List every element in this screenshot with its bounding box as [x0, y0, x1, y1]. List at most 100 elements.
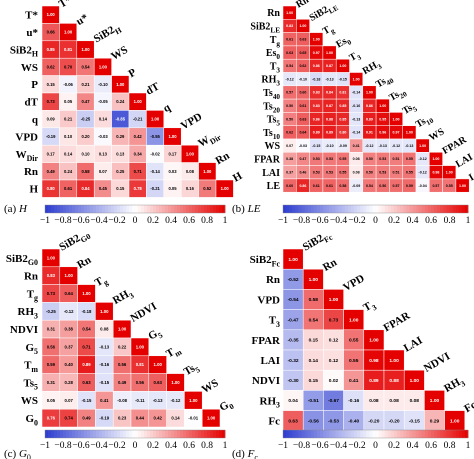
colorbar-segment — [347, 430, 352, 438]
colorbar-segment — [171, 205, 175, 213]
colorbar-segment — [153, 430, 157, 438]
row-label: Rn — [267, 8, 280, 19]
column-label: WS — [109, 44, 130, 63]
colorbar-segment — [409, 205, 413, 213]
cell-value-label: 0.57 — [432, 184, 439, 188]
cell-value-label: 1.00 — [82, 291, 91, 296]
cell-value-label: 0.47 — [81, 99, 90, 104]
colorbar-segment — [156, 430, 160, 438]
colorbar-segment — [87, 430, 91, 438]
colorbar-tick-label: −1 — [278, 441, 288, 451]
cell-value-label: 1.00 — [419, 144, 426, 148]
cell-value-label: 0.65 — [299, 51, 306, 55]
colorbar-segment — [168, 205, 172, 213]
colorbar-segment — [195, 430, 199, 438]
cell-value-label: -0.12 — [419, 157, 427, 161]
colorbar-segment — [403, 430, 407, 438]
colorbar-tick-label: −0.8 — [54, 216, 71, 226]
colorbar-segment — [387, 205, 392, 213]
row-label: VPD — [15, 131, 38, 143]
cell-value-label: -0.55 — [150, 134, 160, 139]
cell-value-label: -0.12 — [171, 398, 181, 403]
colorbar-segment — [66, 430, 70, 438]
cell-value-label: 0.08 — [410, 398, 420, 404]
cell-value-label: 0.13 — [99, 151, 108, 156]
colorbar-segment — [204, 430, 208, 438]
column-label: G0 — [218, 397, 236, 416]
row-label: SiB2Fc — [250, 254, 281, 268]
cell-value-label: 0.85 — [339, 117, 346, 121]
cell-value-label: 0.14 — [171, 416, 180, 421]
cell-value-label: 0.74 — [65, 416, 74, 421]
heatmap-cell — [455, 178, 470, 193]
cell-value-label: 0.73 — [47, 291, 56, 296]
cell-value-label: 0.54 — [81, 64, 90, 69]
colorbar-segment — [421, 205, 426, 213]
cell-value-label: 0.02 — [329, 378, 339, 384]
colorbar-segment — [283, 205, 287, 213]
cell-value-label: 0.60 — [299, 91, 306, 95]
column-label: WDir — [196, 128, 223, 152]
cell-value-label: 0.98 — [432, 171, 439, 175]
colorbar-segment — [369, 430, 373, 438]
cell-value-label: -0.16 — [348, 398, 359, 404]
colorbar-segment — [323, 430, 327, 438]
cell-value-label: 0.56 — [47, 344, 56, 349]
column-label: Tg — [321, 22, 337, 39]
colorbar-segment — [431, 430, 435, 438]
colorbar-segment — [313, 430, 318, 438]
cell-value-label: 0.46 — [299, 171, 306, 175]
cell-value-label: 1.00 — [299, 24, 306, 28]
colorbar-segment — [162, 430, 166, 438]
colorbar-segment — [310, 430, 315, 438]
cell-value-label: 0.08 — [353, 171, 360, 175]
row-label: Fc — [268, 416, 280, 428]
colorbar-segment — [390, 430, 395, 438]
colorbar-segment — [204, 205, 208, 213]
colorbar-segment — [369, 205, 373, 213]
panel-b: 1.000.83 1.000.61 0.63 1.000.63 0.65 0.97 1.00… — [232, 0, 474, 226]
colorbar-segment — [461, 430, 466, 438]
colorbar-segment — [135, 205, 139, 213]
cell-value-label: 0.04 — [288, 398, 298, 404]
row-label: Ts20 — [263, 101, 280, 114]
column-label: LE — [467, 167, 474, 183]
colorbar-segment — [307, 205, 312, 213]
colorbar-segment — [427, 430, 432, 438]
column-label: VPD — [341, 272, 367, 294]
colorbar-tick-label: −0.6 — [311, 216, 328, 226]
colorbar-segment — [147, 430, 151, 438]
colorbar-segment — [458, 205, 463, 213]
colorbar-tick-label: 0 — [373, 216, 378, 226]
cell-value-label: -0.08 — [117, 398, 127, 403]
row-label: FPAR — [254, 154, 281, 165]
colorbar-segment — [341, 205, 346, 213]
cell-value-label: -0.30 — [288, 378, 299, 384]
cell-value-label: -0.12 — [286, 77, 294, 81]
cell-value-label: -0.40 — [348, 418, 359, 424]
colorbar-segment — [409, 430, 413, 438]
colorbar-tick-label: −0.8 — [293, 216, 310, 226]
column-label: Ts5 — [182, 361, 202, 381]
colorbar-segment — [378, 205, 383, 213]
cell-value-label: 0.31 — [47, 380, 56, 385]
row-label: u* — [26, 27, 38, 39]
cell-value-label: 0.05 — [168, 186, 177, 191]
colorbar-segment — [144, 430, 148, 438]
column-label: WS — [427, 126, 446, 144]
colorbar-segment — [360, 430, 364, 438]
colorbar-tick-label: 1 — [466, 441, 471, 451]
cell-value-label: -0.12 — [64, 309, 74, 314]
colorbar-segment — [177, 430, 181, 438]
colorbar-tick-label: 0.6 — [183, 441, 195, 451]
colorbar-segment — [446, 205, 450, 213]
cell-value-label: 0.85 — [47, 47, 56, 52]
colorbar-segment — [213, 205, 217, 213]
cell-value-label: 0.29 — [430, 418, 440, 424]
cell-value-label: 0.53 — [326, 157, 333, 161]
cell-value-label: 0.15 — [116, 186, 125, 191]
cell-value-label: 0.80 — [47, 186, 56, 191]
cell-value-label: 0.87 — [326, 64, 333, 68]
column-label: Ts40 — [374, 72, 395, 92]
colorbar-segment — [350, 205, 355, 213]
